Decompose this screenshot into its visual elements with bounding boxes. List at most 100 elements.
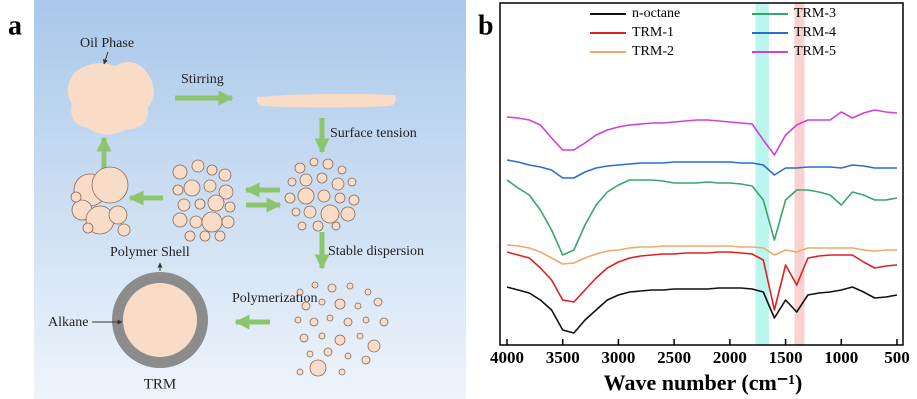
droplet: [297, 187, 315, 205]
droplet: [206, 164, 218, 176]
legend-label: TRM-1: [632, 25, 674, 40]
droplet: [338, 368, 346, 376]
droplet: [189, 215, 203, 229]
spectrum-line: [506, 109, 898, 156]
droplet: [294, 316, 302, 324]
droplet: [296, 368, 304, 376]
spectrum-line: [506, 244, 897, 265]
droplet: [340, 206, 356, 222]
x-tick-label: 4000: [490, 348, 524, 367]
x-tick-label: 2500: [657, 348, 691, 367]
droplets: [70, 157, 389, 377]
spectrum-line: [506, 179, 898, 256]
label: Stirring: [181, 72, 224, 87]
droplet: [299, 173, 313, 187]
spectrum-line: [506, 159, 897, 179]
droplet: [334, 334, 346, 346]
spectrum-line: [506, 286, 898, 334]
droplet: [296, 288, 304, 296]
legend-label: TRM-4: [794, 25, 836, 40]
droplet: [379, 317, 389, 327]
droplet: [303, 205, 317, 219]
droplet: [361, 355, 371, 365]
droplet: [291, 207, 301, 217]
droplet: [221, 215, 235, 229]
droplet: [312, 220, 324, 232]
droplet: [207, 194, 225, 212]
droplet: [344, 352, 352, 360]
droplet: [214, 230, 226, 242]
droplet: [309, 317, 319, 327]
x-tick-label: 500: [884, 348, 910, 367]
diagram: a Oil Phase Stirring Surface tension Sta…: [8, 0, 466, 399]
droplet: [334, 298, 346, 310]
droplet: [172, 164, 188, 180]
droplet: [327, 283, 337, 293]
legend-label: n-octane: [632, 6, 680, 21]
droplet: [287, 177, 297, 187]
droplet: [326, 314, 334, 322]
droplet: [309, 157, 319, 167]
droplet: [184, 230, 196, 242]
droplet: [331, 221, 341, 231]
droplet: [172, 184, 184, 196]
highlight-band: [755, 3, 769, 345]
droplet: [320, 204, 340, 224]
pointer: [103, 51, 109, 65]
x-tick-label: 3000: [601, 348, 635, 367]
droplet: [177, 198, 191, 212]
droplet: [367, 339, 381, 353]
droplet: [309, 359, 327, 377]
droplet: [183, 179, 201, 197]
droplet: [108, 205, 128, 225]
droplet: [70, 191, 82, 203]
label: TRM: [144, 376, 177, 392]
alkane-core: [123, 283, 197, 357]
x-tick-label: 2000: [713, 348, 747, 367]
droplet: [311, 281, 319, 289]
spectrum-chart: b Wave number (cm⁻¹) n-octane TRM-1 TRM-2 T…: [478, 2, 910, 395]
droplet: [294, 162, 306, 174]
droplet: [347, 177, 357, 187]
x-tick-label: 3500: [546, 348, 580, 367]
highlight-band: [794, 3, 805, 345]
droplet: [91, 166, 129, 204]
droplet: [306, 350, 314, 358]
droplet: [297, 221, 307, 231]
x-tick-label: 1500: [769, 348, 803, 367]
droplet: [318, 332, 326, 340]
droplet: [346, 282, 354, 290]
x-axis-title: Wave number (cm⁻¹): [604, 370, 803, 395]
droplet: [337, 165, 347, 175]
droplet: [331, 177, 345, 191]
droplet: [318, 298, 326, 306]
droplet: [218, 168, 232, 182]
droplet: [323, 347, 333, 357]
droplet: [334, 192, 346, 204]
legend-label: TRM-2: [632, 44, 674, 59]
droplet: [322, 158, 334, 170]
plot-frame: [499, 2, 904, 346]
droplet: [82, 222, 94, 234]
droplet: [191, 159, 205, 173]
droplet: [201, 211, 223, 233]
droplet: [354, 302, 362, 310]
spectrum-line: [506, 251, 898, 311]
droplet: [362, 316, 370, 324]
droplet: [343, 317, 353, 327]
droplet: [364, 288, 372, 296]
label: Polymerization: [232, 291, 318, 306]
panel-label: a: [8, 10, 22, 41]
droplet: [348, 194, 360, 206]
droplet: [373, 297, 383, 307]
label: Alkane: [48, 315, 88, 330]
legend-label: TRM-5: [794, 44, 836, 59]
droplet: [194, 198, 206, 210]
label: Polymer Shell: [110, 245, 190, 260]
label: Oil Phase: [80, 36, 134, 51]
panel-label: b: [478, 10, 494, 41]
droplet: [203, 179, 217, 193]
label: Surface tension: [330, 126, 417, 141]
droplet: [218, 184, 234, 200]
